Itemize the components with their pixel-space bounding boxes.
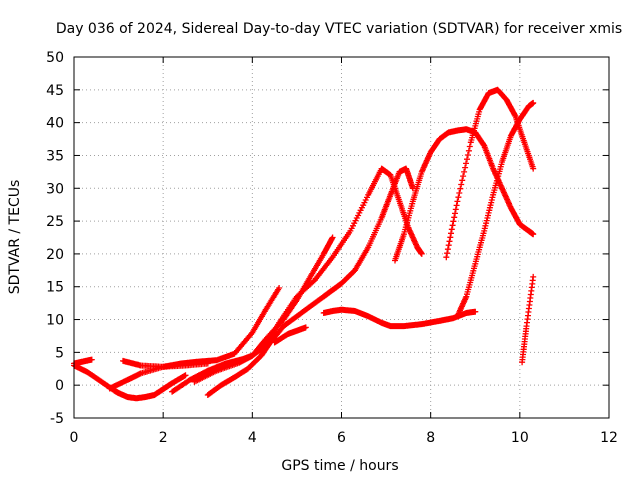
y-tick-label: 50 — [46, 50, 64, 66]
x-tick-label: 10 — [511, 430, 529, 446]
y-tick-label: 30 — [46, 181, 64, 197]
x-axis-ticks: 0 2 4 6 8 10 12 — [70, 57, 618, 446]
x-tick-label: 6 — [337, 430, 346, 446]
y-tick-label: -5 — [50, 411, 64, 427]
y-tick-label: 35 — [46, 148, 64, 164]
series-track-4 — [120, 357, 211, 370]
y-tick-label: 0 — [55, 378, 64, 394]
series-track-11 — [443, 86, 537, 261]
x-axis-label: GPS time / hours — [281, 458, 398, 474]
x-tick-label: 4 — [248, 430, 257, 446]
series-track-13 — [519, 273, 537, 366]
y-tick-label: 25 — [46, 214, 64, 230]
x-tick-label: 8 — [426, 430, 435, 446]
series-track-9 — [320, 306, 479, 330]
y-tick-label: 45 — [46, 83, 64, 99]
x-tick-label: 12 — [600, 430, 618, 446]
x-tick-label: 0 — [70, 430, 79, 446]
y-tick-label: 20 — [46, 247, 64, 263]
series-track-2 — [71, 356, 95, 367]
series-track-6 — [191, 234, 336, 385]
series-track-7 — [204, 165, 416, 398]
chart-title: Day 036 of 2024, Sidereal Day-to-day VTE… — [56, 21, 622, 37]
series-marks — [320, 306, 479, 330]
y-axis-ticks: -5 0 5 10 15 20 25 30 35 40 45 50 — [46, 50, 609, 427]
y-tick-label: 15 — [46, 280, 64, 296]
y-tick-label: 10 — [46, 313, 64, 329]
series-marks — [519, 273, 537, 366]
y-tick-label: 5 — [55, 345, 64, 361]
series-track-8 — [271, 324, 309, 346]
y-axis-label: SDTVAR / TECUs — [7, 180, 23, 295]
data-series — [71, 86, 537, 402]
x-tick-label: 2 — [159, 430, 168, 446]
series-track-12 — [454, 99, 537, 320]
y-tick-label: 40 — [46, 116, 64, 132]
